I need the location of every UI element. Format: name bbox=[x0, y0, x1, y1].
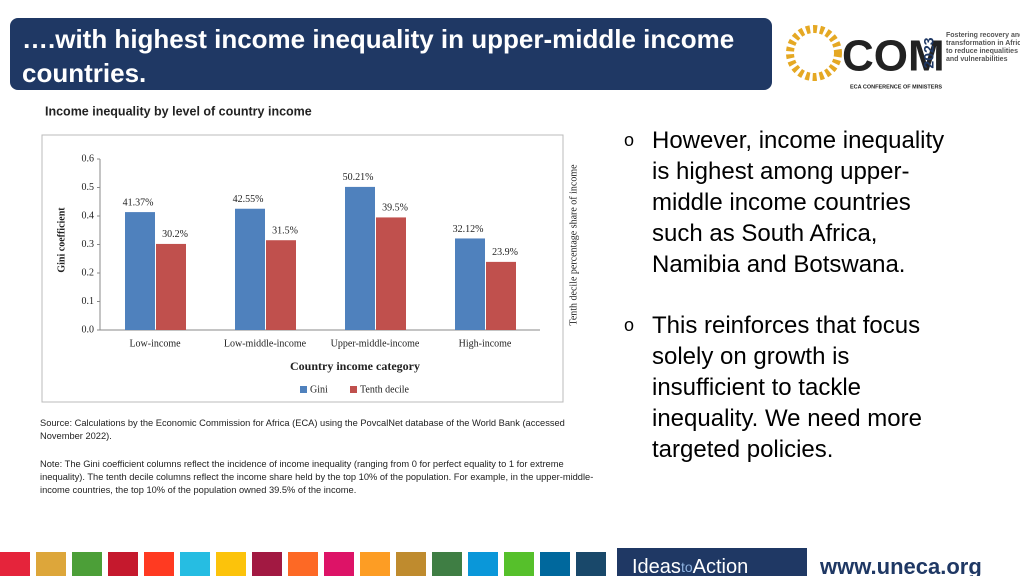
y-tick-label: 0.1 bbox=[82, 296, 95, 307]
x-tick-label: Low-middle-income bbox=[224, 338, 307, 349]
data-label: 30.2% bbox=[162, 229, 188, 240]
legend-swatch bbox=[300, 386, 307, 393]
bullet: This reinforces that focus solely on gro… bbox=[620, 310, 950, 465]
brand-part: Ideas bbox=[632, 556, 681, 576]
data-label: 31.5% bbox=[272, 226, 298, 237]
footer-block bbox=[36, 552, 66, 576]
bar bbox=[486, 261, 516, 330]
data-label: 50.21% bbox=[343, 172, 374, 183]
bar bbox=[125, 212, 155, 330]
logo-year: 2023 bbox=[921, 37, 937, 68]
x-tick-label: Upper-middle-income bbox=[331, 338, 420, 349]
data-label: 23.9% bbox=[492, 247, 518, 258]
footer-block bbox=[540, 552, 570, 576]
bar bbox=[156, 243, 186, 330]
data-label: 32.12% bbox=[453, 224, 484, 235]
logo-ring bbox=[786, 25, 842, 81]
bar bbox=[376, 217, 406, 330]
y-tick-label: 0.2 bbox=[82, 267, 95, 278]
brand-part: Action bbox=[693, 556, 749, 576]
footer: IdeastoAction www.uneca.org bbox=[0, 548, 982, 576]
y2-axis-title: Tenth decile percentage share of income bbox=[568, 164, 579, 326]
footer-block bbox=[216, 552, 246, 576]
y-tick-label: 0.0 bbox=[82, 324, 95, 335]
bar bbox=[455, 238, 485, 330]
svg-text:IdeastoAction: IdeastoAction bbox=[632, 556, 748, 576]
footer-block bbox=[108, 552, 138, 576]
bullet-list: However, income inequality is highest am… bbox=[620, 125, 950, 495]
footer-block bbox=[576, 552, 606, 576]
brand-part: to bbox=[681, 559, 693, 575]
footer-block bbox=[252, 552, 282, 576]
y-axis-title: Gini coefficient bbox=[56, 207, 67, 273]
legend-swatch bbox=[350, 386, 357, 393]
footer-block bbox=[468, 552, 498, 576]
logo: COM 2023 Fostering recovery andtransform… bbox=[786, 25, 1020, 90]
bar bbox=[345, 186, 375, 330]
x-tick-label: High-income bbox=[459, 338, 512, 349]
chart-title: Income inequality by level of country in… bbox=[45, 104, 312, 118]
chart: Income inequality by level of country in… bbox=[41, 104, 579, 403]
data-label: 42.55% bbox=[233, 194, 264, 205]
logo-caption: ECA CONFERENCE OF MINISTERS bbox=[850, 84, 942, 90]
logo-tagline: Fostering recovery and bbox=[946, 32, 1020, 39]
y-tick-label: 0.4 bbox=[82, 210, 95, 221]
logo-tagline: to reduce inequalities bbox=[946, 48, 1018, 55]
data-label: 39.5% bbox=[382, 203, 408, 214]
footer-block bbox=[0, 552, 30, 576]
footer-block bbox=[144, 552, 174, 576]
footer-block bbox=[504, 552, 534, 576]
footer-block bbox=[324, 552, 354, 576]
footer-block bbox=[72, 552, 102, 576]
bar bbox=[235, 208, 265, 330]
bar bbox=[266, 240, 296, 330]
footer-block bbox=[360, 552, 390, 576]
chart-frame bbox=[41, 134, 564, 403]
data-label: 41.37% bbox=[123, 197, 154, 208]
legend-label: Tenth decile bbox=[360, 384, 410, 395]
footnote: Note: The Gini coefficient columns refle… bbox=[40, 459, 594, 495]
y-tick-label: 0.5 bbox=[82, 182, 95, 193]
legend-label: Gini bbox=[310, 384, 328, 395]
y-tick-label: 0.6 bbox=[82, 153, 95, 164]
website: www.uneca.org bbox=[819, 554, 982, 576]
footer-block bbox=[180, 552, 210, 576]
slide-title: ….with highest income inequality in uppe… bbox=[10, 18, 772, 90]
logo-tagline: transformation in Africa bbox=[946, 40, 1020, 47]
footer-block bbox=[432, 552, 462, 576]
y-tick-label: 0.3 bbox=[82, 239, 95, 250]
source-note: Source: Calculations by the Economic Com… bbox=[40, 418, 565, 441]
footer-block bbox=[396, 552, 426, 576]
x-axis-title: Country income category bbox=[290, 359, 420, 373]
x-tick-label: Low-income bbox=[129, 338, 181, 349]
bullet: However, income inequality is highest am… bbox=[620, 125, 950, 280]
footer-block bbox=[288, 552, 318, 576]
logo-mark: COM bbox=[842, 32, 945, 81]
brand-box bbox=[617, 548, 807, 576]
logo-tagline: and vulnerabilities bbox=[946, 56, 1008, 63]
